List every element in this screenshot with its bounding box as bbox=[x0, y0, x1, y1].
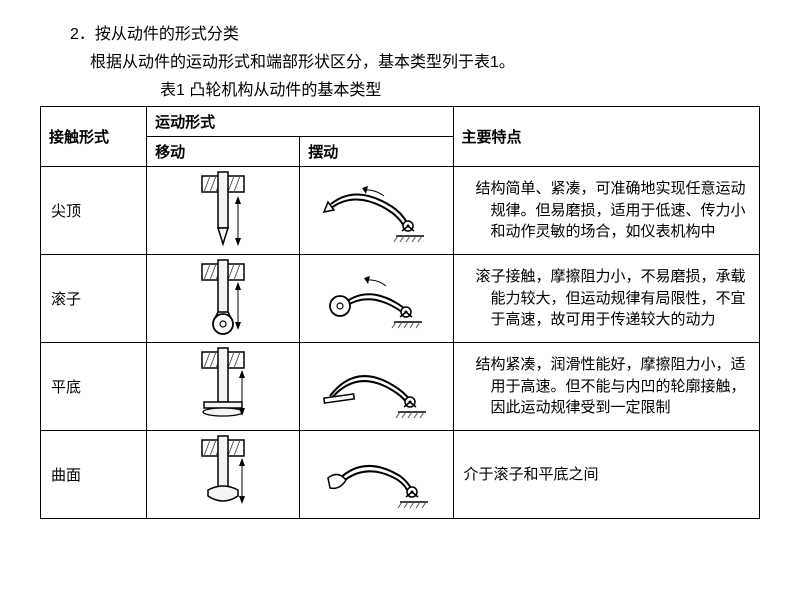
desc-pointed: 结构简单、紧凑，可准确地实现任意运动规律。但易磨损，适用于低速、传力小和动作灵敏… bbox=[453, 167, 759, 255]
label-flat: 平底 bbox=[41, 343, 147, 431]
section-heading: 2．按从动件的形式分类 bbox=[70, 20, 770, 44]
diagram-pointed-oscillating bbox=[300, 167, 453, 255]
table-header-row-1: 接触形式 运动形式 主要特点 bbox=[41, 107, 760, 137]
intro-text: 根据从动件的运动形式和端部形状区分，基本类型列于表1。 bbox=[90, 48, 770, 72]
header-translating: 移动 bbox=[147, 137, 300, 167]
header-oscillating: 摆动 bbox=[300, 137, 453, 167]
label-curved: 曲面 bbox=[41, 431, 147, 519]
follower-types-table: 接触形式 运动形式 主要特点 移动 摆动 尖顶 bbox=[40, 106, 760, 519]
row-roller: 滚子 bbox=[41, 255, 760, 343]
header-contact-form: 接触形式 bbox=[41, 107, 147, 167]
diagram-flat-oscillating bbox=[300, 343, 453, 431]
diagram-roller-oscillating bbox=[300, 255, 453, 343]
row-pointed: 尖顶 bbox=[41, 167, 760, 255]
diagram-flat-translating bbox=[147, 343, 300, 431]
diagram-pointed-translating bbox=[147, 167, 300, 255]
label-roller: 滚子 bbox=[41, 255, 147, 343]
header-features: 主要特点 bbox=[453, 107, 759, 167]
label-pointed: 尖顶 bbox=[41, 167, 147, 255]
diagram-curved-translating bbox=[147, 431, 300, 519]
diagram-roller-translating bbox=[147, 255, 300, 343]
desc-curved: 介于滚子和平底之间 bbox=[453, 431, 759, 519]
diagram-curved-oscillating bbox=[300, 431, 453, 519]
row-flat: 平底 bbox=[41, 343, 760, 431]
header-motion-form: 运动形式 bbox=[147, 107, 453, 137]
table-caption: 表1 凸轮机构从动件的基本类型 bbox=[160, 76, 770, 100]
desc-flat: 结构紧凑，润滑性能好，摩擦阻力小，适用于高速。但不能与内凹的轮廓接触，因此运动规… bbox=[453, 343, 759, 431]
row-curved: 曲面 bbox=[41, 431, 760, 519]
desc-roller: 滚子接触，摩擦阻力小，不易磨损，承载能力较大，但运动规律有局限性，不宜于高速，故… bbox=[453, 255, 759, 343]
